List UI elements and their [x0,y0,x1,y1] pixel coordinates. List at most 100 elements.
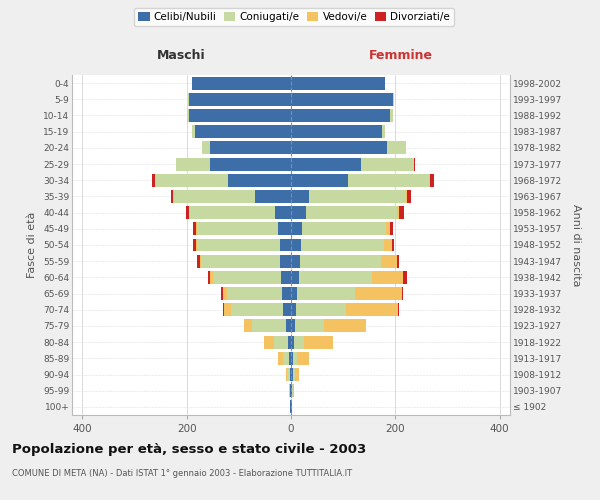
Bar [403,271,407,284]
Bar [397,254,400,268]
Bar [200,254,202,268]
Bar [295,368,299,381]
Bar [210,158,291,170]
Bar [274,336,289,348]
Bar [291,93,392,106]
Bar [281,287,291,300]
Bar [302,222,386,235]
Bar [280,238,291,252]
Bar [223,304,224,316]
Bar [286,320,291,332]
Bar [291,320,295,332]
Bar [291,271,299,284]
Bar [293,336,304,348]
Bar [296,304,346,316]
Bar [291,190,309,203]
Bar [297,287,355,300]
Bar [305,206,397,219]
Bar [291,254,301,268]
Bar [290,368,291,381]
Bar [287,368,290,381]
Bar [392,238,394,252]
Bar [224,304,230,316]
Bar [213,271,281,284]
Bar [291,222,302,235]
Bar [430,174,434,186]
Bar [291,142,388,154]
Bar [188,93,190,106]
Bar [278,222,291,235]
Bar [291,352,293,365]
Bar [197,238,280,252]
Bar [176,158,210,170]
Bar [190,206,275,219]
Bar [283,352,289,365]
Bar [301,238,384,252]
Bar [401,287,403,300]
Bar [280,254,291,268]
Bar [283,304,291,316]
Bar [190,109,291,122]
Bar [275,206,291,219]
Bar [291,384,292,397]
Bar [372,271,403,284]
Bar [202,142,210,154]
Bar [291,206,305,219]
Bar [390,109,392,122]
Y-axis label: Fasce di età: Fasce di età [28,212,37,278]
Bar [386,222,390,235]
Bar [397,206,400,219]
Bar [230,304,283,316]
Bar [293,368,295,381]
Bar [291,109,390,122]
Bar [289,336,291,348]
Bar [192,76,291,90]
Bar [291,287,297,300]
Bar [193,222,196,235]
Bar [196,222,197,235]
Bar [202,254,280,268]
Bar [210,271,213,284]
Bar [291,76,385,90]
Bar [355,287,401,300]
Bar [196,238,197,252]
Bar [381,254,397,268]
Bar [210,142,291,154]
Bar [382,125,385,138]
Bar [291,174,349,186]
Bar [291,368,293,381]
Bar [291,125,382,138]
Legend: Celibi/Nubili, Coniugati/e, Vedovi/e, Divorziati/e: Celibi/Nubili, Coniugati/e, Vedovi/e, Di… [134,8,454,26]
Bar [291,238,301,252]
Bar [400,206,404,219]
Bar [265,336,274,348]
Bar [398,304,399,316]
Bar [197,254,200,268]
Bar [186,206,189,219]
Bar [291,158,361,170]
Text: Maschi: Maschi [157,49,206,62]
Bar [297,352,309,365]
Bar [278,352,283,365]
Bar [192,125,194,138]
Bar [304,336,333,348]
Bar [407,190,412,203]
Bar [291,304,296,316]
Bar [193,238,196,252]
Bar [429,174,430,186]
Bar [252,320,286,332]
Y-axis label: Anni di nascita: Anni di nascita [571,204,581,286]
Bar [289,352,291,365]
Bar [190,93,291,106]
Text: Femmine: Femmine [368,49,433,62]
Bar [170,190,173,203]
Bar [152,174,155,186]
Bar [390,222,392,235]
Bar [301,254,381,268]
Bar [406,190,407,203]
Bar [229,174,291,186]
Bar [349,174,429,186]
Bar [208,271,210,284]
Bar [221,287,223,300]
Bar [388,142,406,154]
